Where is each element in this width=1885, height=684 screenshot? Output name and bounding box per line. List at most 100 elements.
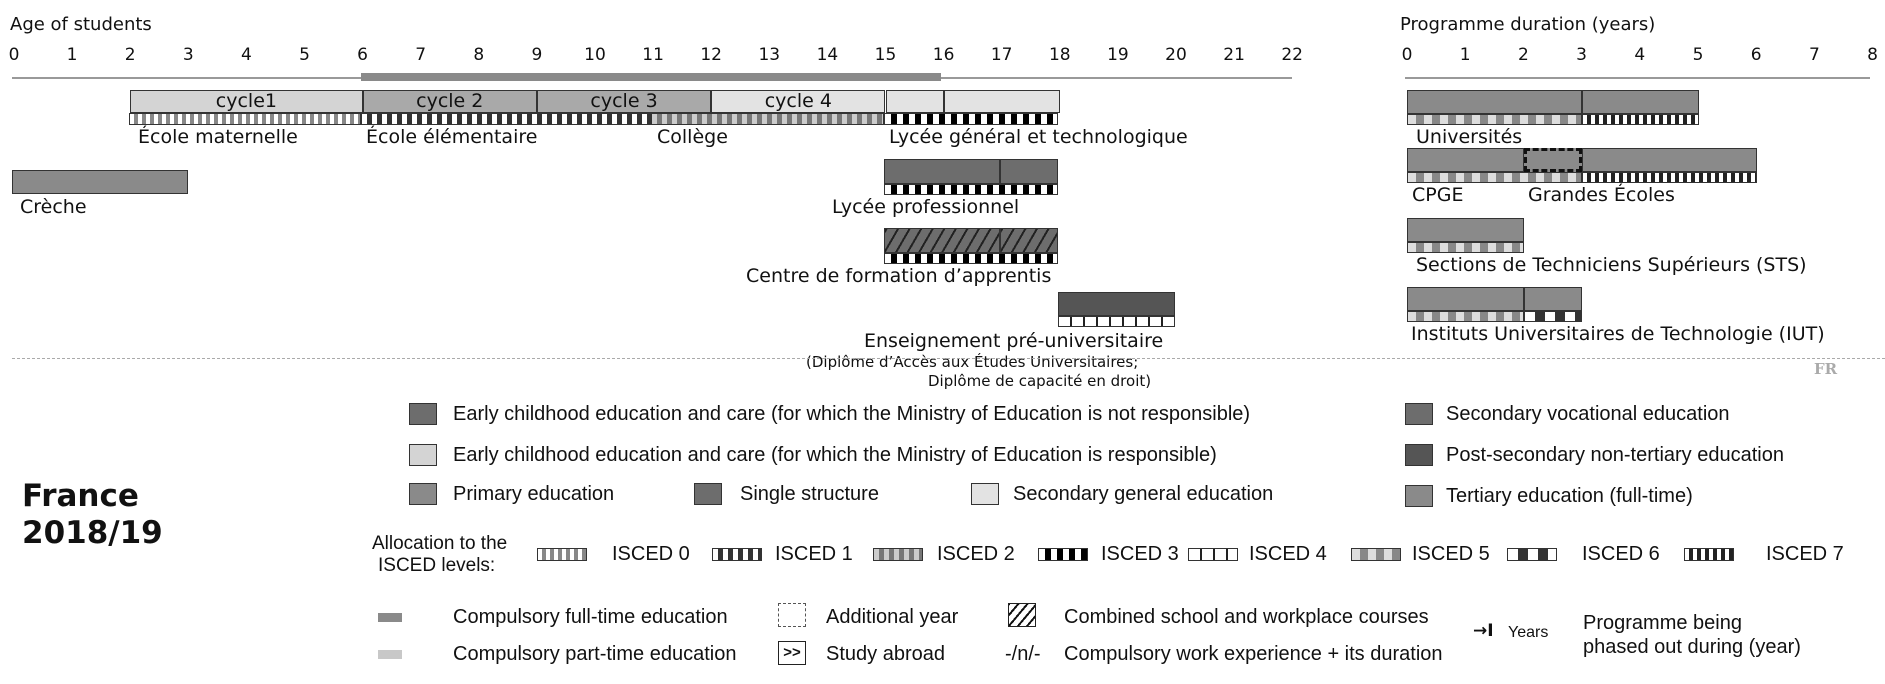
pre-univ-note-2: Diplôme de capacité en droit) bbox=[928, 372, 1152, 390]
lycee-pro-bar bbox=[884, 159, 1000, 184]
age-tick: 17 bbox=[990, 45, 1013, 65]
age-tick: 18 bbox=[1048, 45, 1071, 65]
isced1-label: ISCED 1 bbox=[775, 543, 853, 565]
note-combined: Combined school and workplace courses bbox=[1064, 606, 1429, 628]
label-ge: Grandes Écoles bbox=[1528, 184, 1675, 206]
legend-single: Single structure bbox=[740, 483, 879, 505]
age-tick: 2 bbox=[124, 45, 136, 65]
additional-year-swatch bbox=[778, 603, 806, 627]
combined-swatch bbox=[1008, 603, 1036, 627]
univ-bar-2 bbox=[1582, 90, 1699, 114]
isced4-swatch bbox=[1188, 548, 1238, 561]
country-name: France bbox=[22, 478, 139, 514]
age-tick: 4 bbox=[240, 45, 252, 65]
duration-axis-title: Programme duration (years) bbox=[1400, 14, 1656, 35]
label-creche: Crèche bbox=[20, 196, 87, 218]
age-tick: 21 bbox=[1223, 45, 1245, 65]
isced7-swatch bbox=[1684, 548, 1734, 561]
age-tick: 19 bbox=[1107, 45, 1129, 65]
years-arrow-icon: →I bbox=[1473, 621, 1494, 641]
lycee-pro-strip bbox=[884, 184, 1058, 195]
country-code: FR bbox=[1814, 360, 1838, 378]
note-compulsory-full: Compulsory full-time education bbox=[453, 606, 728, 628]
legend-primary: Primary education bbox=[453, 483, 615, 505]
age-tick: 15 bbox=[874, 45, 897, 65]
cfa-bar bbox=[884, 228, 1000, 253]
iut-bar-1 bbox=[1407, 287, 1524, 311]
isced2-strip bbox=[651, 113, 884, 125]
note-phased-out-2: phased out during (year) bbox=[1583, 636, 1801, 658]
isced0-swatch bbox=[537, 548, 587, 561]
cycle-bar: cycle 4 bbox=[711, 90, 886, 113]
isced6-label: ISCED 6 bbox=[1582, 543, 1660, 565]
legend-tertiary: Tertiary education (full-time) bbox=[1446, 485, 1693, 507]
compulsory-full-swatch bbox=[378, 613, 402, 622]
age-tick: 13 bbox=[758, 45, 781, 65]
isced3-swatch bbox=[1038, 548, 1088, 561]
duration-tick: 7 bbox=[1808, 45, 1820, 65]
label-lycee-gt: Lycée général et technologique bbox=[889, 126, 1188, 148]
study-abroad-icon: >> bbox=[778, 641, 806, 665]
isced-title-2: ISCED levels: bbox=[378, 555, 496, 576]
univ-strip-2 bbox=[1582, 114, 1699, 125]
age-tick: 10 bbox=[584, 45, 606, 65]
age-tick: 20 bbox=[1165, 45, 1187, 65]
legend-ecec-not: Early childhood education and care (for … bbox=[453, 403, 1251, 425]
duration-tick: 8 bbox=[1867, 45, 1879, 65]
pre-univ-strip bbox=[1058, 316, 1175, 327]
age-tick: 1 bbox=[66, 45, 78, 65]
legend-secondary-general: Secondary general education bbox=[1013, 483, 1274, 505]
age-axis-title: Age of students bbox=[10, 14, 152, 35]
isced0-strip bbox=[129, 113, 361, 125]
lycee-pro-bar-2 bbox=[1000, 159, 1058, 184]
duration-axis-line bbox=[1405, 77, 1870, 79]
cycle-bar: cycle1 bbox=[130, 90, 363, 113]
sts-bar bbox=[1407, 218, 1524, 242]
legend-swatch-tertiary bbox=[1405, 485, 1433, 507]
legend-swatch-ecec-resp bbox=[409, 444, 437, 466]
legend-swatch-secondary-general bbox=[971, 483, 999, 505]
compulsory-band bbox=[361, 73, 941, 81]
isced7-label: ISCED 7 bbox=[1766, 543, 1844, 565]
iut-strip-2 bbox=[1524, 311, 1582, 322]
cycle-bar: cycle 3 bbox=[536, 90, 712, 113]
cfa-strip bbox=[884, 253, 1058, 264]
label-lycee-pro: Lycée professionnel bbox=[832, 196, 1020, 218]
univ-strip-1 bbox=[1407, 114, 1582, 125]
age-tick: 16 bbox=[932, 45, 955, 65]
legend-swatch-primary bbox=[409, 483, 437, 505]
note-compulsory-part: Compulsory part-time education bbox=[453, 643, 737, 665]
additional-year-box bbox=[1524, 148, 1582, 172]
duration-tick: 3 bbox=[1576, 45, 1588, 65]
note-study-abroad: Study abroad bbox=[826, 643, 945, 665]
cfa-bar-2 bbox=[1000, 228, 1058, 253]
isced6-swatch bbox=[1507, 548, 1557, 561]
duration-tick: 6 bbox=[1750, 45, 1762, 65]
duration-tick: 5 bbox=[1692, 45, 1704, 65]
label-elementaire: École élémentaire bbox=[366, 126, 538, 148]
country-year: 2018/19 bbox=[22, 515, 163, 551]
label-sts: Sections de Techniciens Supérieurs (STS) bbox=[1416, 254, 1807, 276]
note-work-exp: Compulsory work experience + its duratio… bbox=[1064, 643, 1443, 665]
duration-tick: 1 bbox=[1459, 45, 1471, 65]
isced5-label: ISCED 5 bbox=[1412, 543, 1490, 565]
univ-bar-1 bbox=[1407, 90, 1582, 114]
isced2-swatch bbox=[873, 548, 923, 561]
work-exp-symbol: -/n/- bbox=[1005, 643, 1041, 665]
iut-bar-2 bbox=[1524, 287, 1582, 311]
isced3-label: ISCED 3 bbox=[1101, 543, 1179, 565]
isced3-strip bbox=[884, 113, 1058, 125]
duration-tick: 4 bbox=[1634, 45, 1646, 65]
ge-bar bbox=[1582, 148, 1757, 172]
label-college: Collège bbox=[657, 126, 728, 148]
label-pre-univ: Enseignement pré-universitaire bbox=[864, 330, 1164, 352]
label-univ: Universités bbox=[1416, 126, 1523, 148]
age-tick: 8 bbox=[473, 45, 485, 65]
sts-strip bbox=[1407, 242, 1524, 253]
note-additional-year: Additional year bbox=[826, 606, 959, 628]
age-tick: 14 bbox=[816, 45, 839, 65]
label-cfa: Centre de formation d’apprentis bbox=[746, 265, 1052, 287]
cpge-strip bbox=[1407, 172, 1582, 183]
pre-univ-bar bbox=[1058, 292, 1175, 316]
cycle-bar bbox=[943, 90, 1060, 113]
